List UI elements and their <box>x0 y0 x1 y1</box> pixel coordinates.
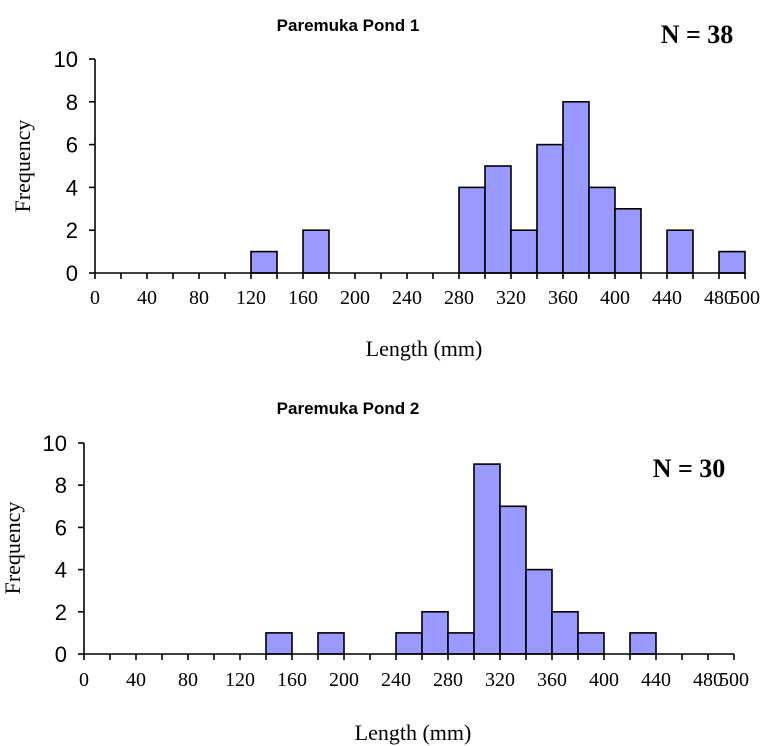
x-tick-label: 400 <box>589 669 619 691</box>
y-tick-label: 2 <box>66 218 78 243</box>
x-tick-label: 40 <box>126 669 146 691</box>
histogram-bar <box>421 610 449 655</box>
x-tick-label: 120 <box>236 287 266 309</box>
histogram-bar <box>250 250 278 274</box>
x-tick-label: 40 <box>137 287 157 309</box>
y-tick-label: 4 <box>66 175 78 200</box>
x-tick-label: 160 <box>277 669 307 691</box>
histogram-bar <box>562 101 590 274</box>
axes: 0 2 4 6 8 10 0 40 80 120 160 200 240 280 320 360 400 440 4… <box>54 47 760 309</box>
y-tick-label: 0 <box>55 642 67 667</box>
x-tick-label: 440 <box>652 287 682 309</box>
x-tick-label: 500 <box>719 669 749 691</box>
histogram-bar <box>588 186 616 274</box>
histogram-bar <box>718 250 746 274</box>
y-axis-label: Frequency <box>10 120 35 213</box>
x-tick-label: 280 <box>433 669 463 691</box>
chart-pond-2: Paremuka Pond 2 N = 30 Frequency Length … <box>0 399 749 745</box>
histogram-bar <box>499 505 527 655</box>
y-tick-label: 8 <box>66 90 78 115</box>
y-tick-label: 8 <box>55 473 67 498</box>
chart-title: Paremuka Pond 1 <box>277 16 420 35</box>
x-tick-label: 0 <box>79 669 89 691</box>
x-tick-label: 360 <box>537 669 567 691</box>
histogram-bar <box>510 229 538 274</box>
chart-pond-1: Paremuka Pond 1 N = 38 Frequency Length … <box>10 16 760 361</box>
x-tick-label: 80 <box>178 669 198 691</box>
histogram-bar <box>551 610 579 655</box>
histogram-bar <box>317 632 345 655</box>
x-tick-label: 80 <box>189 287 209 309</box>
histogram-bar <box>265 632 293 655</box>
x-tick-label: 280 <box>444 287 474 309</box>
y-tick-label: 10 <box>43 431 67 456</box>
x-tick-label: 200 <box>340 287 370 309</box>
x-tick-label: 120 <box>225 669 255 691</box>
x-axis-label: Length (mm) <box>355 720 472 745</box>
histogram-bar <box>577 632 605 655</box>
x-tick-label: 400 <box>600 287 630 309</box>
histogram-bar <box>525 568 553 655</box>
bar-group <box>250 101 746 274</box>
histogram-bar <box>614 208 642 274</box>
x-tick-label: 480 <box>693 669 723 691</box>
x-tick-label: 240 <box>381 669 411 691</box>
y-axis-label: Frequency <box>0 502 25 595</box>
sample-size-annotation: N = 38 <box>661 20 734 49</box>
y-tick-label: 6 <box>66 133 78 158</box>
histogram-bar <box>302 229 330 274</box>
y-tick-label: 2 <box>55 600 67 625</box>
sample-size-annotation: N = 30 <box>653 454 726 483</box>
y-tick-label: 10 <box>54 47 78 72</box>
histogram-bar <box>536 143 564 274</box>
x-tick-label: 0 <box>90 287 100 309</box>
y-tick-label: 6 <box>55 515 67 540</box>
bar-group <box>265 463 657 655</box>
axes: 0 2 4 6 8 10 0 40 80 120 160 200 240 280 320 360 400 440 4… <box>43 431 749 691</box>
x-tick-label: 200 <box>329 669 359 691</box>
x-tick-label: 160 <box>288 287 318 309</box>
x-tick-label: 360 <box>548 287 578 309</box>
histogram-bar <box>484 165 512 274</box>
x-tick-label: 480 <box>704 287 734 309</box>
y-tick-label: 0 <box>66 261 78 286</box>
x-tick-label: 240 <box>392 287 422 309</box>
histogram-bar <box>458 186 486 274</box>
histogram-bar <box>473 463 501 655</box>
x-axis-label: Length (mm) <box>366 336 483 361</box>
histogram-bar <box>447 632 475 655</box>
histogram-bar <box>666 229 694 274</box>
x-tick-label: 500 <box>730 287 760 309</box>
x-tick-label: 320 <box>485 669 515 691</box>
x-tick-label: 440 <box>641 669 671 691</box>
x-tick-label: 320 <box>496 287 526 309</box>
chart-title: Paremuka Pond 2 <box>277 399 420 418</box>
histogram-bar <box>629 632 657 655</box>
y-tick-label: 4 <box>55 558 67 583</box>
histogram-bar <box>395 632 423 655</box>
